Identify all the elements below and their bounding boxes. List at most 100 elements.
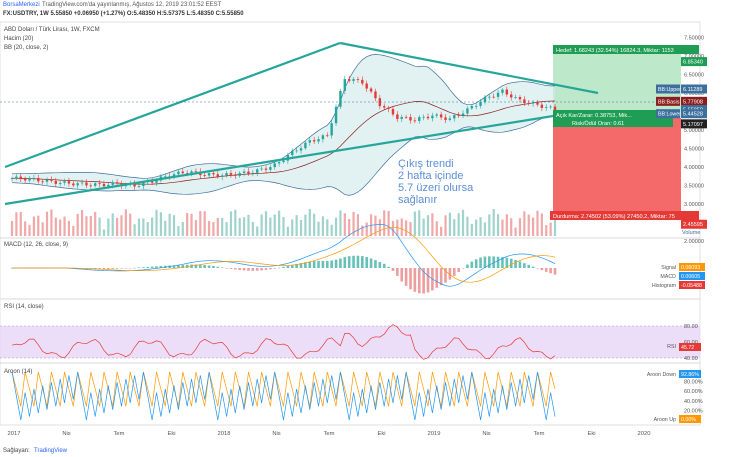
volume-bar: [216, 217, 219, 236]
bb-basis-line: [11, 100, 556, 185]
macd-histogram-bar: [277, 267, 281, 269]
macd-histogram-bar: [212, 266, 215, 268]
macd-histogram-bar: [181, 264, 185, 268]
candle-body: [225, 173, 228, 176]
macd-histogram-bar: [194, 264, 198, 268]
macd-histogram-bar: [203, 265, 206, 268]
price-tag: [681, 96, 707, 106]
macd-histogram-bar: [115, 268, 119, 269]
published-info: TradingView.com'da yayınlanmış, Ağustos …: [42, 2, 222, 8]
x-tick-label: Tem: [534, 431, 545, 437]
candle-body: [234, 174, 237, 176]
macd-histogram-bar: [225, 268, 228, 269]
upper-rising-trendline[interactable]: [4, 41, 341, 169]
macd-histogram-bar: [295, 263, 298, 268]
lower-trendline[interactable]: [4, 110, 579, 206]
candle-body: [107, 184, 110, 187]
macd-series-name: Signal: [661, 265, 676, 271]
candle-body: [488, 96, 491, 98]
candle-body: [404, 116, 408, 118]
candle-body: [510, 94, 513, 98]
candle-body: [435, 114, 438, 116]
upper-falling-trendline[interactable]: [339, 41, 599, 95]
candle-body: [251, 172, 255, 174]
x-tick-label: 2020: [638, 431, 651, 437]
candle-body: [269, 167, 272, 170]
target-label: Hedef: 1.68243 (32.54%) 16824.3, Miktar:…: [556, 48, 674, 54]
volume-bar: [444, 215, 447, 236]
volume-bar: [37, 215, 40, 236]
signal-line: [12, 226, 556, 283]
volume-bar: [356, 214, 360, 236]
volume-bar: [291, 219, 294, 236]
macd-histogram-bar: [488, 256, 491, 268]
rsi-line: [11, 324, 556, 360]
volume-bar: [102, 229, 106, 236]
macd-histogram-bar: [501, 257, 504, 268]
macd-histogram-bar: [282, 266, 285, 268]
price-tag-text: 5.17097: [683, 122, 703, 128]
brand-link[interactable]: BorsaMerkezi: [3, 2, 40, 8]
macd-histogram-bar: [343, 257, 347, 268]
rsi-tick: 40.00: [684, 356, 698, 362]
volume-bar: [194, 219, 198, 236]
candle-body: [321, 135, 325, 140]
x-tick-label: 2019: [428, 431, 441, 437]
candle-body: [426, 116, 430, 119]
aroon-value-tag: [679, 370, 701, 378]
candle-body: [63, 181, 66, 183]
candle-body: [23, 179, 27, 181]
candle-body: [453, 115, 456, 119]
volume-bar: [28, 224, 31, 236]
candle-body: [330, 123, 333, 136]
volume-bar: [203, 211, 206, 236]
volume-bar: [190, 213, 193, 236]
aroon-value-text: 92.86%: [681, 372, 699, 378]
macd-histogram-bar: [216, 266, 220, 268]
x-tick-label: Eki: [587, 431, 595, 437]
candle-body: [308, 140, 311, 143]
macd-histogram-bar: [234, 268, 237, 270]
candle-body: [115, 182, 119, 184]
candle-body: [273, 163, 276, 168]
volume-bar: [54, 217, 57, 236]
macd-histogram-bar: [400, 268, 404, 282]
volume-bar: [339, 210, 342, 236]
macd-histogram-bar: [264, 268, 268, 270]
price-tag: [681, 57, 707, 67]
candle-body: [457, 115, 460, 116]
aroon-down-line: [11, 371, 556, 421]
macd-histogram-bar: [391, 268, 395, 271]
aroon-tick: 20.00%: [684, 408, 703, 414]
candle-body: [291, 150, 294, 156]
macd-histogram-bar: [382, 263, 386, 268]
candle-body: [85, 182, 88, 186]
volume-bar: [527, 214, 530, 236]
volume-bar: [50, 209, 53, 236]
macd-histogram-bar: [124, 268, 128, 269]
volume-bar: [80, 210, 84, 236]
candle-body: [256, 169, 259, 173]
candle-body: [277, 162, 281, 164]
volume-bar: [133, 224, 136, 236]
macd-histogram-bar: [527, 264, 531, 268]
macd-histogram-bar: [396, 268, 399, 276]
volume-bar: [129, 213, 132, 236]
aroon-pane-frame: [0, 362, 701, 426]
volume-bar: [269, 217, 272, 236]
macd-histogram-bar: [448, 268, 452, 280]
candle-body: [369, 88, 373, 92]
macd-histogram-bar: [474, 259, 478, 268]
volume-bar: [207, 221, 211, 236]
macd-histogram-bar: [404, 268, 408, 286]
volume-bar: [348, 219, 351, 236]
footer-share: Sağlayan:: [3, 448, 30, 454]
volume-bar: [334, 217, 338, 236]
x-tick-label: Eki: [377, 431, 385, 437]
bb-lower-line: [11, 115, 556, 196]
footer-brand[interactable]: TradingView: [34, 448, 68, 454]
bb-legend: BB (20, close, 2): [4, 45, 48, 51]
volume-bar: [466, 216, 469, 236]
candle-body: [216, 174, 220, 177]
